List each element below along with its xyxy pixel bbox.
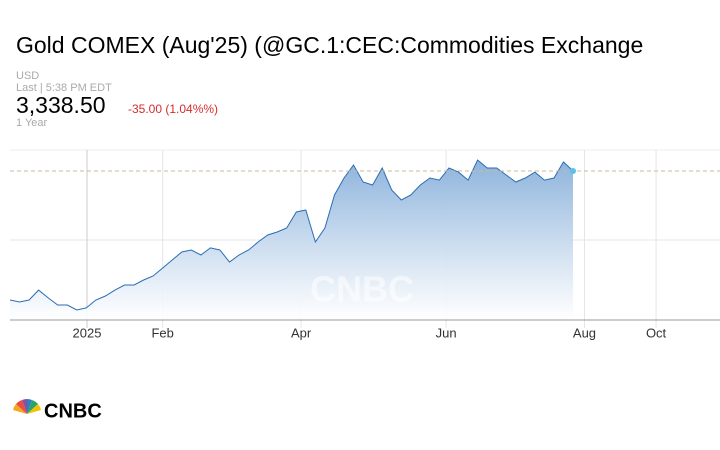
area [10,160,574,320]
period: 1 Year [16,117,48,129]
x-tick-label: Apr [291,325,312,340]
chart-title: Gold COMEX (Aug'25) (@GC.1:CEC:Commoditi… [16,32,643,58]
watermark: CNBC [310,269,414,310]
x-tick-label: Jun [436,325,457,340]
last-time: Last | 5:38 PM EDT [16,82,112,94]
line [9,159,574,311]
x-tick-label: Feb [151,325,173,340]
change: -35.00 (1.04%%) [128,102,218,116]
x-tick-label: Aug [573,325,596,340]
last-point [570,168,577,175]
logo: CNBC [13,399,102,422]
price: 3,338.50 [16,92,106,118]
currency: USD [16,70,39,82]
logo-text: CNBC [44,400,102,422]
x-tick-label: Oct [646,325,667,340]
x-tick-label: 2025 [73,325,102,340]
